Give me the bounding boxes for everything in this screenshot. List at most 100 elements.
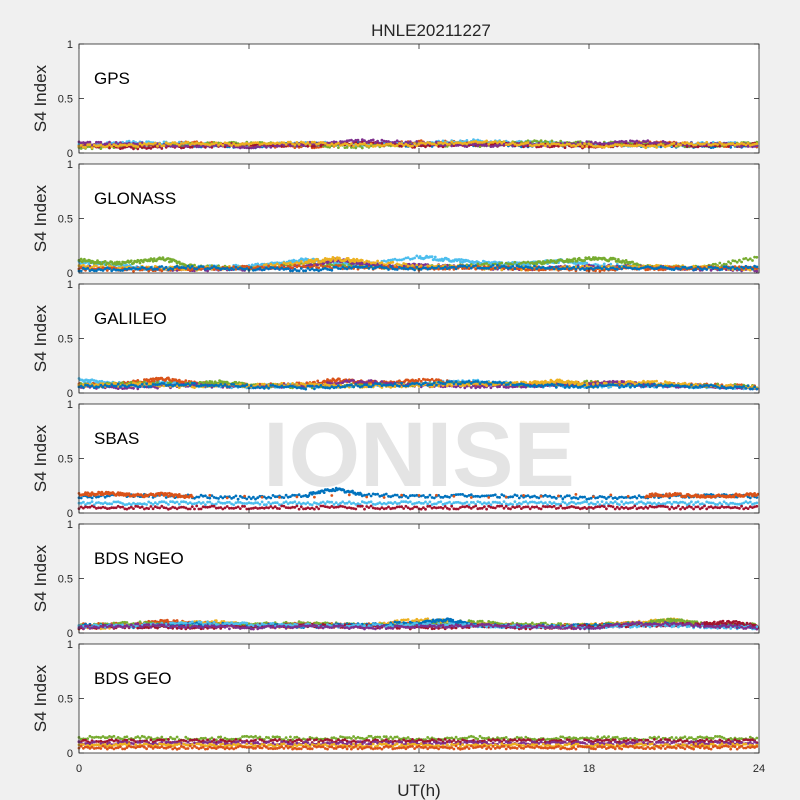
data-point <box>79 269 83 273</box>
data-point <box>160 265 164 268</box>
data-point <box>679 267 682 271</box>
data-point <box>738 268 741 271</box>
data-point <box>411 264 414 267</box>
data-point <box>153 141 157 145</box>
data-point <box>160 269 164 273</box>
data-point <box>95 140 98 144</box>
data-point <box>389 265 393 269</box>
data-point <box>234 265 238 269</box>
data-point <box>79 147 83 150</box>
data-point <box>127 139 131 143</box>
data-point <box>162 267 166 271</box>
data-point <box>337 146 340 150</box>
data-point <box>295 141 299 144</box>
data-point <box>705 140 709 144</box>
data-point <box>738 258 741 262</box>
data-point <box>552 267 556 271</box>
data-point <box>315 145 318 149</box>
data-point <box>365 264 369 268</box>
data-point <box>720 268 724 271</box>
data-point <box>299 267 303 270</box>
data-point <box>716 266 719 270</box>
data-point <box>284 143 288 146</box>
data-point <box>711 146 715 149</box>
data-point <box>729 262 733 265</box>
data-point <box>313 263 316 267</box>
data-point <box>571 259 575 263</box>
data-point <box>751 259 754 262</box>
data-point <box>448 143 451 146</box>
data-point <box>149 266 153 269</box>
data-point <box>275 262 279 266</box>
data-point <box>350 146 353 149</box>
data-point <box>430 255 434 258</box>
data-point <box>254 143 257 147</box>
data-point <box>513 260 517 264</box>
data-point <box>258 266 262 270</box>
data-point <box>476 138 480 142</box>
data-point <box>496 263 499 267</box>
data-point <box>297 143 301 146</box>
data-point <box>694 267 698 271</box>
data-point <box>88 143 92 147</box>
data-point <box>310 144 314 148</box>
chart-title: HNLE20211227 <box>371 21 491 40</box>
data-point <box>184 379 188 382</box>
data-point <box>618 265 621 269</box>
panel-label: GPS <box>94 69 130 88</box>
data-point <box>437 265 440 268</box>
data-point <box>526 141 530 145</box>
data-point <box>694 143 698 147</box>
data-point <box>297 261 301 265</box>
data-point <box>400 144 403 148</box>
data-point <box>535 262 539 266</box>
data-point <box>304 269 308 273</box>
data-point <box>573 257 577 261</box>
data-point <box>469 266 473 270</box>
y-axis-label: S4 Index <box>31 64 50 132</box>
data-point <box>374 141 377 145</box>
y-tick-label: 1 <box>67 159 73 171</box>
data-point <box>363 142 366 146</box>
data-point <box>530 267 534 270</box>
data-point <box>297 269 301 273</box>
data-point <box>367 144 371 148</box>
data-point <box>613 257 617 261</box>
data-point <box>84 146 87 149</box>
data-point <box>129 259 133 263</box>
data-point <box>572 265 576 269</box>
data-point <box>293 143 297 147</box>
data-point <box>413 145 416 149</box>
data-point <box>90 146 94 150</box>
data-point <box>162 144 166 148</box>
data-point <box>249 266 253 269</box>
data-point <box>245 267 249 270</box>
data-point <box>672 142 676 145</box>
data-point <box>380 142 384 145</box>
data-point <box>504 139 508 143</box>
data-point <box>563 146 567 150</box>
data-point <box>578 140 582 144</box>
data-point <box>214 141 218 145</box>
data-point <box>487 266 491 270</box>
data-point <box>204 145 207 149</box>
data-point <box>729 145 733 149</box>
data-point <box>180 146 183 150</box>
data-point <box>136 147 140 151</box>
data-point <box>138 261 142 265</box>
data-point <box>286 267 290 270</box>
data-point <box>95 264 98 268</box>
data-point <box>511 265 515 268</box>
data-point <box>541 142 545 146</box>
data-point <box>280 263 284 267</box>
data-point <box>319 144 323 148</box>
data-point <box>578 142 582 146</box>
data-point <box>371 138 375 142</box>
data-point <box>520 140 523 144</box>
data-point <box>367 266 371 270</box>
data-point <box>690 265 693 269</box>
data-point <box>323 144 327 148</box>
data-point <box>465 139 469 142</box>
data-point <box>552 144 556 148</box>
